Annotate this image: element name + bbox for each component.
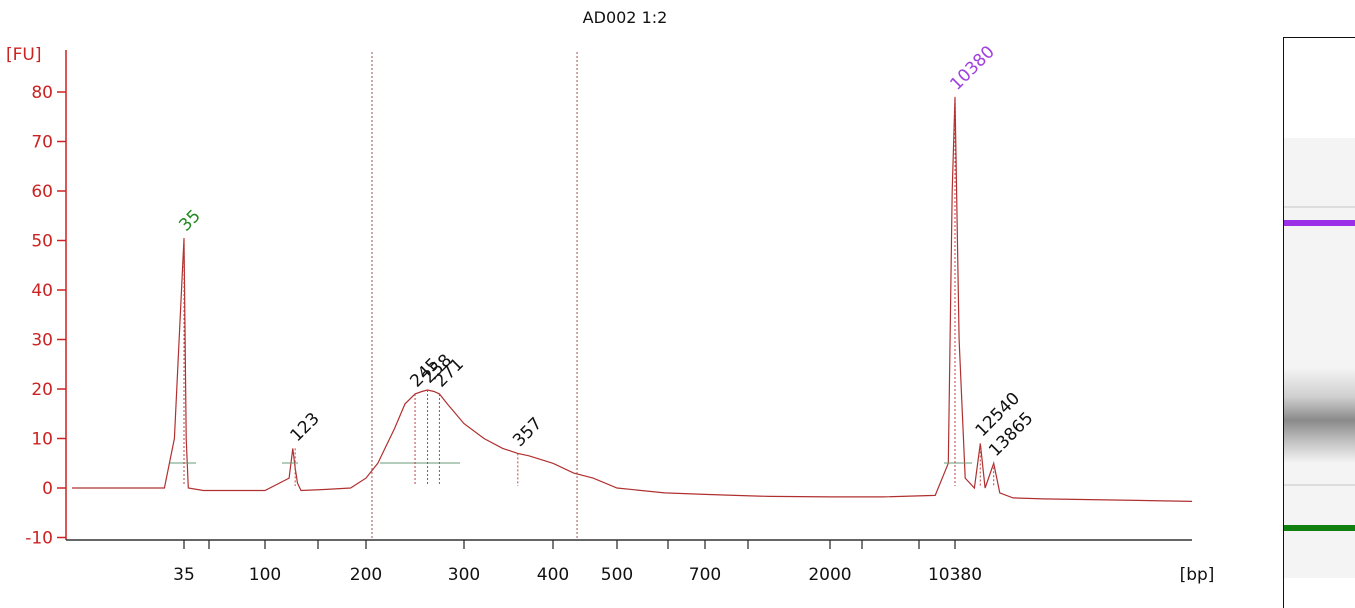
chart-title: AD002 1:2 xyxy=(583,8,668,27)
gel-upper-marker-band xyxy=(1284,220,1355,226)
y-axis-ticks: -10 0 10 20 30 40 50 60 70 80 xyxy=(25,83,66,549)
y-tick-label: 80 xyxy=(31,83,53,103)
x-tick-label: 500 xyxy=(601,565,633,585)
y-tick-label: 20 xyxy=(31,380,53,400)
y-tick-label: 60 xyxy=(31,182,53,202)
peak-label: 357 xyxy=(509,414,546,451)
gel-lower-marker-band xyxy=(1284,525,1355,531)
x-tick-label: 300 xyxy=(448,565,480,585)
y-tick-label: -10 xyxy=(25,529,53,549)
y-tick-label: 0 xyxy=(42,479,53,499)
y-tick-label: 70 xyxy=(31,133,53,153)
gel-faint-line-top xyxy=(1284,206,1355,208)
x-tick-label: 400 xyxy=(537,565,569,585)
peak-label: 10380 xyxy=(946,42,998,94)
y-axis-label: [FU] xyxy=(6,45,42,65)
y-tick-label: 40 xyxy=(31,281,53,301)
x-tick-label: 100 xyxy=(249,565,281,585)
peak-label: 35 xyxy=(175,206,204,235)
y-tick-label: 50 xyxy=(31,232,53,252)
x-tick-label: 10380 xyxy=(928,565,982,585)
y-tick-label: 30 xyxy=(31,331,53,351)
x-tick-label: 700 xyxy=(689,565,721,585)
x-tick-label: 35 xyxy=(173,565,195,585)
gel-background xyxy=(1284,138,1355,578)
x-axis-ticks: 35 100 200 300 400 500 700 2000 10380 xyxy=(173,540,982,585)
series-trace xyxy=(72,96,1193,502)
gel-faint-line-bottom xyxy=(1284,484,1355,486)
region-markers xyxy=(371,52,578,540)
plot-area xyxy=(72,96,1193,502)
electropherogram-chart: AD002 1:2 [FU] [bp] -10 0 10 20 30 40 50 60 70 80… xyxy=(6,8,1215,585)
x-tick-label: 200 xyxy=(350,565,382,585)
gel-sample-smear xyxy=(1284,368,1355,463)
x-axis-label: [bp] xyxy=(1180,565,1215,585)
gel-lane-image xyxy=(1283,37,1355,608)
y-tick-label: 10 xyxy=(31,430,53,450)
peak-label: 123 xyxy=(287,409,324,446)
x-tick-label: 2000 xyxy=(808,565,851,585)
